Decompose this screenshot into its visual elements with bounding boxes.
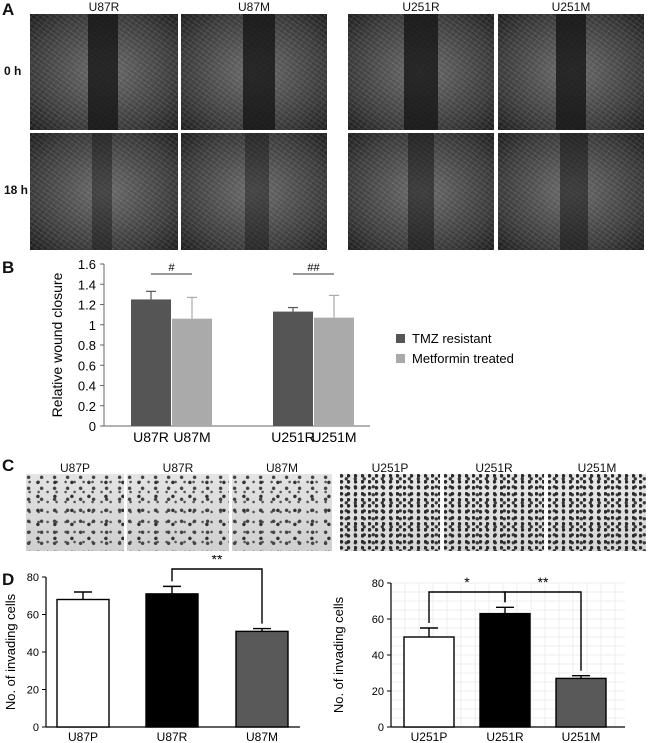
d-right-y-tick-label-40: 40 — [372, 650, 384, 662]
legend-swatch-metformin-treated — [396, 354, 405, 363]
d-left-significance-bracket-0 — [171, 568, 263, 624]
bar-u251m — [555, 677, 607, 728]
bar-u251r — [479, 612, 531, 728]
stain-image-u251p — [340, 474, 440, 551]
micrograph-u251r-0h — [348, 14, 494, 130]
d-right-significance-label-1: ** — [538, 574, 549, 590]
y-tick-label-1-2: 1.2 — [78, 298, 96, 313]
column-label-u87r: U87R — [88, 0, 120, 14]
stain-image-u251m — [548, 474, 646, 551]
d-left-y-tick-label-60: 60 — [27, 610, 39, 622]
y-tick-label-0-2: 0.2 — [78, 399, 96, 414]
legend-label-metformin-treated: Metformin treated — [412, 351, 514, 366]
y-tick-label-0: 0 — [89, 419, 96, 434]
stain-image-u87m — [232, 474, 332, 551]
x-tick-label-u251r: U251R — [486, 730, 524, 743]
bar-u87r — [145, 593, 199, 728]
d-right-significance-label-0: * — [464, 574, 470, 590]
d-right-y-tick-label-20: 20 — [372, 686, 384, 698]
column-label-u87m: U87M — [237, 0, 270, 14]
column-label-u251r: U251R — [402, 0, 440, 14]
micrograph-u251m-0h — [498, 14, 644, 130]
chart-d-right: 0 20 40 60 80 No. of invading cells U251P U251R… — [331, 574, 625, 743]
micrograph-u87m-0h — [181, 14, 327, 130]
micrograph-u251m-18h — [498, 133, 644, 250]
d-left-y-axis-title: No. of invading cells — [3, 593, 18, 710]
stain-image-u87r — [127, 474, 229, 551]
bar-u87p — [56, 598, 110, 728]
micrograph-u251r-18h — [348, 133, 494, 250]
x-tick-label-u87m: U87M — [246, 730, 278, 743]
column-label-c-u251m: U251M — [577, 461, 617, 475]
significance-label-0: # — [168, 262, 175, 274]
stain-image-u87p — [26, 474, 124, 551]
column-label-u251m: U251M — [551, 0, 591, 14]
x-tick-label-u87r: U87R — [157, 730, 188, 743]
bar-u251r — [273, 311, 313, 426]
y-tick-label-1: 1 — [89, 318, 96, 333]
d-left-y-tick-label-80: 80 — [27, 572, 39, 584]
stain-image-u251r — [444, 474, 544, 551]
x-tick-label-u251r: U251R — [271, 429, 315, 445]
micrograph-u87r-0h — [30, 14, 178, 130]
y-tick-label-0-4: 0.4 — [78, 379, 96, 394]
y-tick-label-0-6: 0.6 — [78, 358, 96, 373]
significance-label-1: ## — [307, 262, 320, 274]
d-left-y-tick-label-40: 40 — [27, 647, 39, 659]
legend-label-tmz-resistant: TMZ resistant — [412, 331, 492, 346]
column-label-c-u251r: U251R — [475, 461, 513, 475]
panel-label-d: D — [2, 570, 15, 589]
x-tick-label-u251p: U251P — [411, 730, 448, 743]
bar-u251m — [314, 317, 354, 426]
row-label-0h: 0 h — [4, 64, 22, 78]
d-right-y-axis-title: No. of invading cells — [331, 596, 346, 713]
chart-d-left: 0 20 40 60 80 No. of invading cells U87P U87R U8… — [3, 555, 300, 743]
d-right-y-tick-label-0: 0 — [378, 722, 384, 734]
bar-u87m — [172, 318, 212, 426]
bar-u251p — [403, 636, 455, 728]
d-right-significance-bracket-1 — [504, 591, 582, 671]
column-label-c-u87p: U87P — [59, 461, 91, 475]
x-tick-label-u251m: U251M — [562, 730, 601, 743]
d-left-y-tick-label-0: 0 — [33, 722, 39, 734]
panel-label-c: C — [2, 456, 15, 475]
y-tick-label-1-6: 1.6 — [78, 257, 96, 272]
legend-swatch-tmz-resistant — [396, 334, 405, 343]
column-label-c-u87r: U87R — [162, 461, 194, 475]
x-tick-label-u87m: U87M — [173, 429, 210, 445]
d-right-y-tick-label-60: 60 — [372, 614, 384, 626]
y-tick-label-0-8: 0.8 — [78, 338, 96, 353]
bar-u87r — [131, 299, 171, 426]
d-left-y-tick-label-20: 20 — [27, 685, 39, 697]
panel-label-b: B — [2, 258, 15, 277]
d-right-y-tick-label-80: 80 — [372, 578, 384, 590]
column-label-c-u87m: U87M — [265, 461, 298, 475]
x-tick-label-u251m: U251M — [311, 429, 356, 445]
bar-u87m — [235, 630, 289, 728]
chart-b: 0 0.2 0.4 0.6 0.8 1 1.2 1.4 1.6 Relative wound cl… — [49, 257, 514, 445]
panel-label-a: A — [2, 0, 15, 19]
row-label-18h: 18 h — [4, 183, 29, 197]
micrograph-u87r-18h — [30, 133, 178, 250]
column-label-c-u251p: U251P — [371, 461, 409, 475]
y-axis-title: Relative wound closure — [49, 272, 65, 417]
x-tick-label-u87p: U87P — [68, 730, 98, 743]
y-tick-label-1-4: 1.4 — [78, 277, 96, 292]
micrograph-u87m-18h — [181, 133, 327, 250]
d-left-significance-label-0: ** — [212, 555, 223, 567]
x-tick-label-u87r: U87R — [133, 429, 169, 445]
